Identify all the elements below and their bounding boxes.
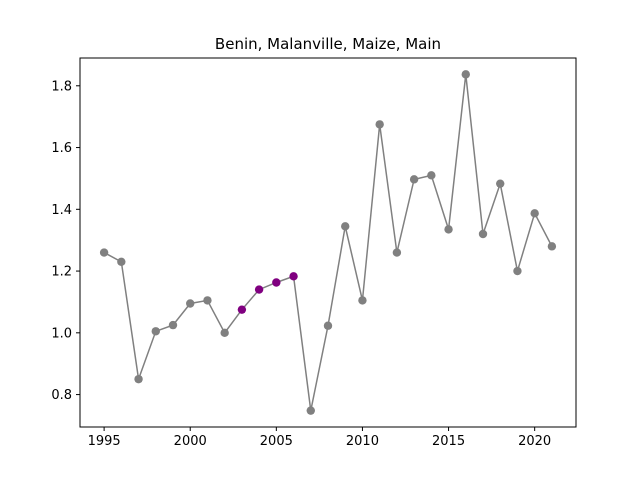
x-tick-label: 1995 <box>88 434 121 449</box>
x-tick-label: 2000 <box>174 434 207 449</box>
y-tick-label: 1.4 <box>51 203 72 218</box>
data-point <box>409 175 419 184</box>
x-tick-label: 2005 <box>260 434 293 449</box>
data-point <box>151 327 160 336</box>
data-point <box>392 248 402 257</box>
data-point <box>513 266 522 276</box>
data-point <box>306 406 315 415</box>
x-axis: 1995 2000 2005 2010 2015 2020 <box>88 427 551 449</box>
chart-title: Benin, Malanville, Maize, Main <box>215 35 441 53</box>
y-tick-label: 1.6 <box>51 141 72 156</box>
y-tick-label: 1.8 <box>51 79 72 94</box>
data-point <box>203 296 212 305</box>
x-tick-label: 2020 <box>518 434 551 449</box>
data-point <box>168 320 178 330</box>
data-point <box>496 179 505 188</box>
y-tick-label: 1.2 <box>51 265 72 280</box>
data-point <box>117 257 126 266</box>
data-point <box>134 374 143 384</box>
data-point <box>444 225 453 234</box>
plot-area <box>99 70 557 415</box>
data-point <box>547 242 557 251</box>
data-point <box>99 248 109 257</box>
y-tick-label: 1.0 <box>51 326 72 341</box>
y-axis: 0.8 1.0 1.2 1.4 1.6 1.8 <box>51 79 80 403</box>
data-point <box>427 171 436 180</box>
highlighted-data-point <box>254 285 264 294</box>
data-point <box>478 229 488 239</box>
data-point <box>358 296 367 305</box>
data-point <box>323 321 333 330</box>
y-tick-label: 0.8 <box>51 388 72 403</box>
highlighted-data-point <box>289 272 298 281</box>
data-point <box>186 299 195 308</box>
data-point <box>375 120 384 129</box>
highlighted-data-point <box>237 305 247 314</box>
axes-frame <box>79 57 577 428</box>
x-tick-label: 2010 <box>346 434 379 449</box>
data-point <box>341 222 350 231</box>
data-point <box>220 328 229 338</box>
highlighted-data-point <box>272 278 281 287</box>
data-point <box>530 209 539 218</box>
data-point <box>461 70 470 79</box>
x-tick-label: 2015 <box>432 434 465 449</box>
